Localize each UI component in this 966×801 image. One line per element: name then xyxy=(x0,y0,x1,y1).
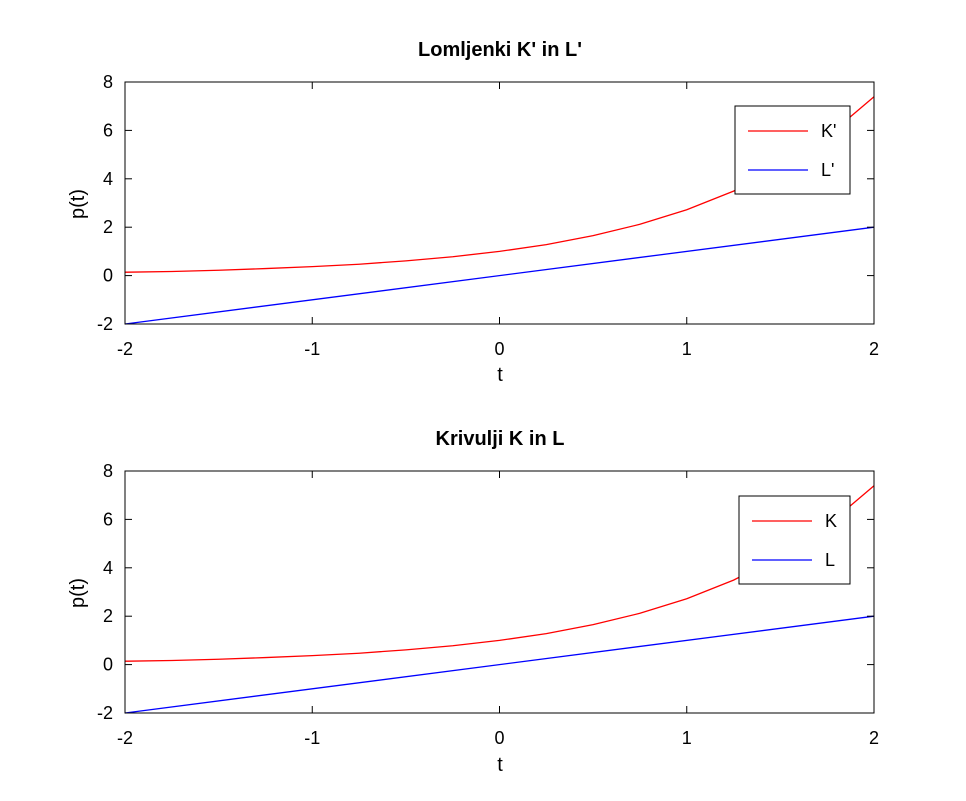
x-tick-label: -2 xyxy=(117,728,133,748)
y-tick-label: 6 xyxy=(103,120,113,140)
y-tick-label: 2 xyxy=(103,217,113,237)
x-tick-label: 0 xyxy=(494,728,504,748)
legend-label: K' xyxy=(821,121,836,141)
y-tick-label: 6 xyxy=(103,509,113,529)
y-tick-label: 2 xyxy=(103,606,113,626)
legend: K' L' xyxy=(734,105,851,195)
legend-box xyxy=(738,495,851,585)
legend-box xyxy=(734,105,851,195)
plot-title: Lomljenki K' in L' xyxy=(418,39,582,61)
y-tick-label: 8 xyxy=(103,461,113,481)
x-axis-label: t xyxy=(497,754,503,776)
subplot-bottom: Krivulji K in L t p(t) -2 -1 0 1 2 -2 0 2 4 6 8 KL xyxy=(67,428,879,776)
series-line-l-prime xyxy=(124,226,875,325)
y-tick-label: 0 xyxy=(103,266,113,286)
legend-label: L' xyxy=(821,160,834,180)
y-axis-label: p(t) xyxy=(67,189,89,219)
subplot-top: Lomljenki K' in L' t p(t) -2 -1 0 1 2 -2 0 2 4 6 8… xyxy=(67,39,879,386)
x-tick-label: 1 xyxy=(682,728,692,748)
x-tick-label: 2 xyxy=(869,339,879,359)
legend-label: K xyxy=(825,511,837,531)
y-tick-label: 0 xyxy=(103,655,113,675)
y-tick-label: -2 xyxy=(97,703,113,723)
y-tick-label: 4 xyxy=(103,169,113,189)
legend-label: L xyxy=(825,550,835,570)
y-axis-label: p(t) xyxy=(67,578,89,608)
series-line-l xyxy=(124,615,875,714)
x-tick-label: 0 xyxy=(494,339,504,359)
x-tick-label: 2 xyxy=(869,728,879,748)
x-tick-label: 1 xyxy=(682,339,692,359)
x-tick-label: -1 xyxy=(304,728,320,748)
y-tick-label: 4 xyxy=(103,558,113,578)
y-tick-label: 8 xyxy=(103,72,113,92)
x-tick-label: -2 xyxy=(117,339,133,359)
y-tick-label: -2 xyxy=(97,314,113,334)
x-tick-label: -1 xyxy=(304,339,320,359)
legend: KL xyxy=(738,495,851,585)
plot-title: Krivulji K in L xyxy=(436,428,565,450)
x-axis-label: t xyxy=(497,364,503,386)
